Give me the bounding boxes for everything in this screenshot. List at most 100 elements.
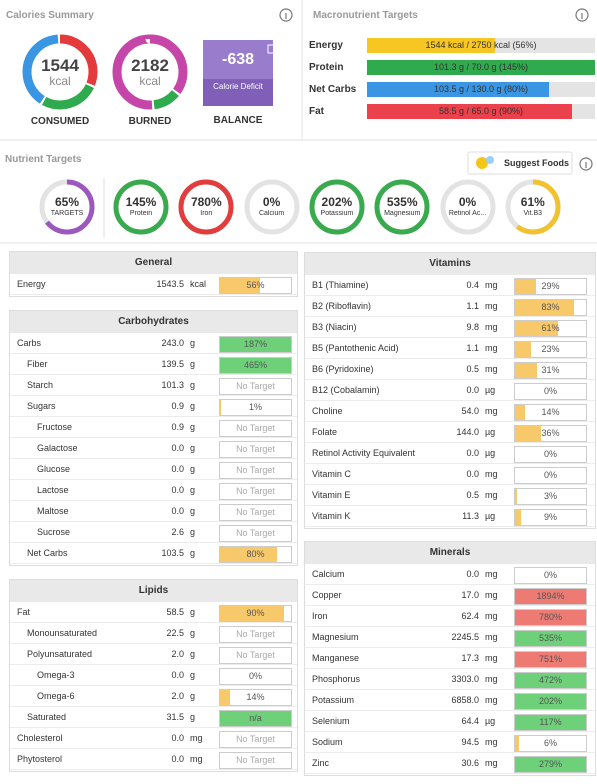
row-line [305,773,595,774]
target-bar [515,736,520,751]
nutrient-unit: g [190,443,196,453]
macro-bar [367,82,550,97]
target-box: 90% [219,605,292,622]
row-line [305,484,595,485]
target-bar [515,610,586,625]
suggest-foods-button[interactable]: Suggest Foods [504,158,569,168]
nutrient-name: Folate [312,427,338,437]
nutrient-amount: 1.1 [466,343,479,353]
target-ring [244,179,300,235]
target-label: 465% [243,360,268,370]
table-header: Carbohydrates [10,311,297,333]
nutrient-unit: mg [485,301,498,311]
calorie-value: 1544 [41,56,79,75]
target-label: 1% [248,402,262,412]
target-label: 31% [541,365,560,375]
macro-label: 101.3 g / 70.0 g (145%) [433,62,529,72]
table-frame [9,310,298,566]
target-label: n/a [249,713,262,723]
target-bar [515,321,559,336]
macro-label: 103.5 g / 130.0 g (80%) [433,84,529,94]
nutrient-unit: mg [190,733,203,743]
row-line [10,458,297,459]
target-box: No Target [219,525,292,542]
nutrient-unit: g [190,422,196,432]
row-line [305,526,595,527]
target-box: No Target [219,647,292,664]
nutrient-name: Vitamin E [312,490,351,500]
row-line [305,316,595,317]
nutrient-unit: mg [485,632,498,642]
nutrient-amount: 2.0 [171,649,184,659]
nutrient-unit: g [190,649,196,659]
nutrient-name: Iron [312,611,328,621]
nutrient-name: Fiber [27,359,48,369]
target-label: No Target [236,486,275,496]
nutrient-amount: 0.0 [171,464,184,474]
target-box: 29% [514,278,587,295]
balance-label: BALANCE [213,115,263,126]
row-line [10,542,297,543]
target-box: 80% [219,546,292,563]
target-label: 202% [538,696,563,706]
nutrient-name: Carbs [17,338,42,348]
row-line [305,710,595,711]
nutrient-unit: g [190,464,196,474]
nutrient-amount: 0.0 [171,485,184,495]
target-bar [515,300,574,315]
target-box: 472% [514,672,587,689]
macro-name: Protein [309,62,344,73]
nutrient-unit: g [190,380,196,390]
table-header: Vitamins [305,253,595,275]
nutrient-amount: 0.9 [171,401,184,411]
target-bar [220,690,230,705]
ring-arc [309,179,365,235]
target-bar [515,673,586,688]
nutrient-name: B1 (Thiamine) [312,280,369,290]
nutrient-name: Calcium [312,569,345,579]
target-bar [515,589,586,604]
nutrient-amount: 0.0 [466,569,479,579]
table-frame [304,252,596,529]
target-box: 187% [219,336,292,353]
macro-track: 1544 kcal / 2750 kcal (56%) [367,38,595,53]
nutrient-name: Omega-3 [37,670,75,680]
nutrient-amount: 243.0 [161,338,184,348]
nutrient-amount: 3303.0 [451,674,479,684]
target-box: No Target [219,626,292,643]
macro-label: 58.5 g / 65.0 g (90%) [438,106,524,116]
target-value: 61% [520,195,545,209]
target-value: 0% [262,195,281,209]
target-box: 14% [514,404,587,421]
nutrient-name: Energy [17,279,46,289]
target-bar [515,426,541,441]
row-line [10,353,297,354]
nutrient-amount: 144.0 [456,427,479,437]
target-label: 187% [243,339,268,349]
nutrient-name: Lactose [37,485,69,495]
target-box: 6% [514,735,587,752]
nutrient-name: Starch [27,380,54,390]
nutrient-unit: mg [485,674,498,684]
row-line [305,605,595,606]
target-label: 56% [246,280,265,290]
target-bar [515,715,586,730]
nutrient-unit: mg [485,322,498,332]
row-line [10,748,297,749]
balance-note: Calorie Deficit [213,82,263,91]
target-label: 14% [246,692,265,702]
nutrient-name: Sugars [27,401,56,411]
target-label: No Target [236,507,275,517]
row-line [305,752,595,753]
row-line [10,437,297,438]
nutrient-unit: mg [190,754,203,764]
nutrient-unit: g [190,401,196,411]
target-value: 780% [190,195,222,209]
target-label: 61% [541,323,560,333]
nutrient-unit: g [190,338,196,348]
target-value: 65% [54,195,80,209]
target-label: 9% [543,512,557,522]
nutrient-unit: mg [485,611,498,621]
calorie-value: 2182 [131,56,169,75]
row-line [10,374,297,375]
